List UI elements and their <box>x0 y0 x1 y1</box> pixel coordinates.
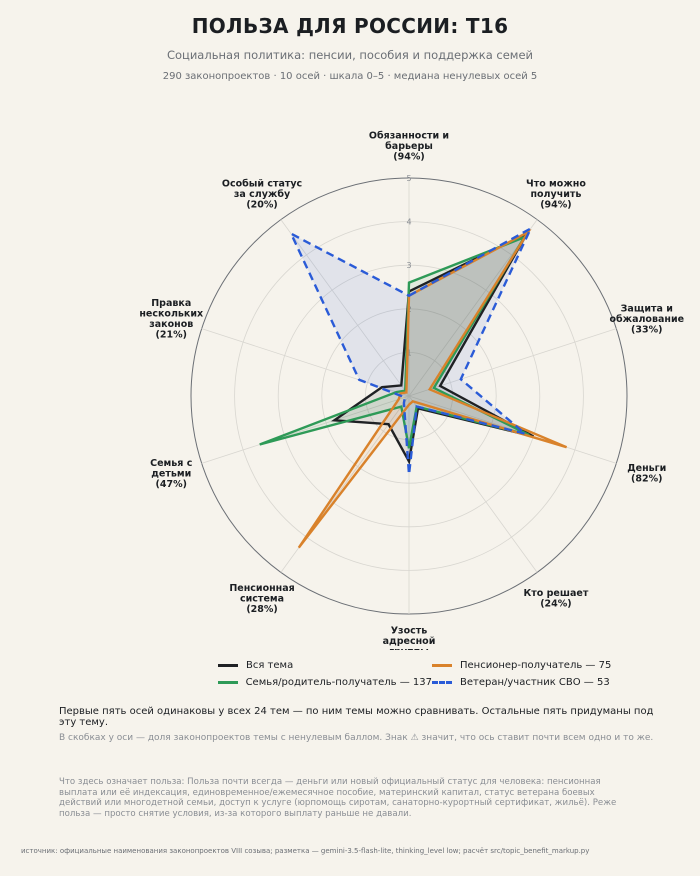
legend-swatch <box>432 664 452 667</box>
axis-label: Правка нескольких законов (21%) <box>139 298 203 341</box>
axis-spoke <box>201 395 410 464</box>
series-line <box>330 230 534 465</box>
axis-label: Особый статус за службу (20%) <box>222 178 302 210</box>
legend-item: Ветеран/участник СВО — 53 <box>432 677 632 688</box>
chart-legend: Вся тема Семья/родитель-получатель — 137 П… <box>218 660 638 688</box>
series-line <box>259 234 530 449</box>
legend-swatch <box>432 681 452 684</box>
legend-item: Семья/родитель-получатель — 137 <box>218 677 432 688</box>
axis-label: Деньги (82%) <box>627 463 666 485</box>
note-brackets: В скобках у оси — доля законопроектов те… <box>59 733 654 743</box>
axis-label: Семья с детьми (47%) <box>150 458 192 490</box>
axis-label: Узостьадреснойгруппы(53%) <box>383 625 436 650</box>
axis-spoke <box>408 219 538 397</box>
legend-label: Вся тема <box>246 660 294 671</box>
source-footnote: источник: официальные наименования закон… <box>21 847 590 855</box>
axis-label: Кто решает (24%) <box>524 588 589 610</box>
tick-label: 4 <box>406 218 411 227</box>
note-comparable-axes: Первые пять осей одинаковы у всех 24 тем… <box>59 706 654 728</box>
axis-spoke <box>280 219 410 397</box>
legend-label: Ветеран/участник СВО — 53 <box>460 677 610 688</box>
series-area <box>259 237 530 449</box>
note-benefit-definition: Что здесь означает польза: Польза почти … <box>59 777 617 819</box>
chart-title: ПОЛЬЗА ДЛЯ РОССИИ: T16 <box>191 14 509 38</box>
chart-subtitle: Социальная политика: пенсии, пособия и п… <box>166 48 534 62</box>
series-area <box>334 233 534 462</box>
series-line <box>297 228 568 549</box>
tick-label: 1 <box>406 348 411 357</box>
axis-label: Защита и обжалование (33%) <box>609 303 684 335</box>
legend-item: Вся тема <box>218 660 432 671</box>
axis-label: Обязанности и барьеры (94%) <box>369 131 449 163</box>
axis-label: Что можно получить (94%) <box>526 178 586 210</box>
axis-spoke <box>408 328 617 397</box>
series-area <box>291 228 531 475</box>
legend-item: Пенсионер-получатель — 75 <box>432 660 632 671</box>
series-area <box>298 232 567 548</box>
tick-label: 5 <box>406 174 411 183</box>
series-line <box>288 225 534 475</box>
legend-label: Семья/родитель-получатель — 137 <box>245 677 432 688</box>
legend-label: Пенсионер-получатель — 75 <box>460 660 612 671</box>
axis-spoke <box>408 395 538 573</box>
tick-label: 3 <box>406 261 411 270</box>
legend-swatch <box>218 664 238 667</box>
legend-swatch <box>218 681 238 684</box>
axis-label: Пенсионная система (28%) <box>229 583 294 615</box>
chart-meta: 290 законопроектов · 10 осей · шкала 0–5… <box>162 71 538 82</box>
